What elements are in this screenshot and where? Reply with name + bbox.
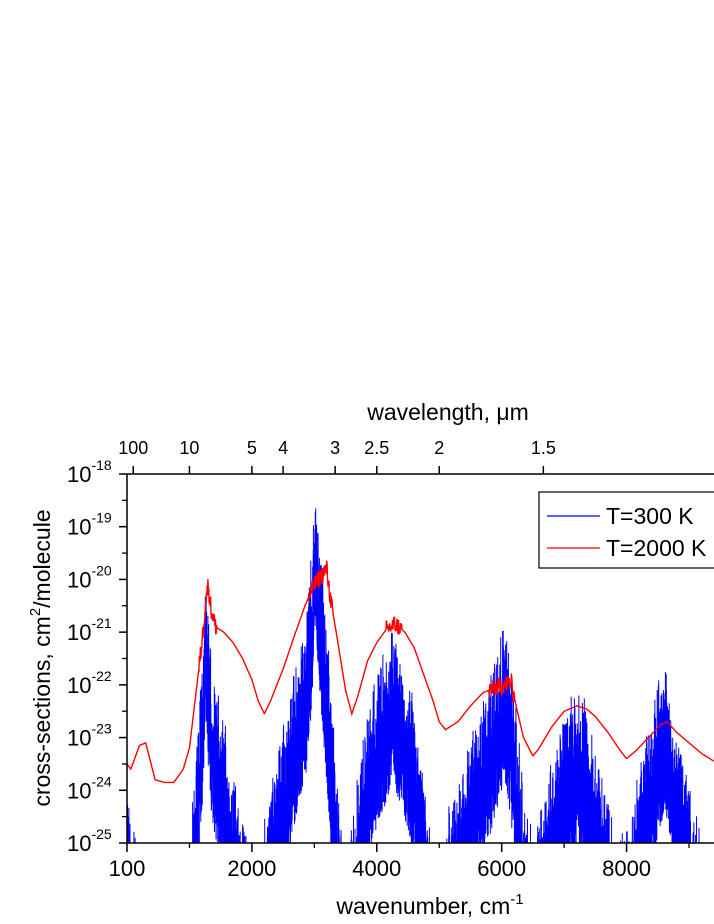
top-axis-title: wavelength, μm bbox=[366, 399, 529, 425]
y-tick-label: 10-24 bbox=[67, 773, 112, 803]
legend-box bbox=[538, 491, 714, 569]
top-tick-label: 2.5 bbox=[364, 438, 389, 458]
top-tick-label: 10 bbox=[179, 438, 199, 458]
x-axis: 100 2000 4000 6000 8000 bbox=[109, 843, 690, 881]
series-line-2000k bbox=[127, 560, 714, 784]
y-tick-label: 10-19 bbox=[67, 510, 112, 540]
x-tick-label: 2000 bbox=[227, 856, 276, 881]
x-tick-label: 100 bbox=[109, 856, 146, 881]
y-axis: 10-25 10-24 10-23 10-22 10-21 10-20 10-19 10-18 bbox=[67, 457, 127, 856]
top-tick-label: 4 bbox=[278, 438, 288, 458]
x-axis-title: wavenumber, cm-1 bbox=[335, 891, 523, 919]
y-tick-label: 10-22 bbox=[67, 668, 112, 698]
x-tick-label: 8000 bbox=[602, 856, 651, 881]
y-tick-label: 10-18 bbox=[67, 457, 112, 487]
top-tick-label: 100 bbox=[118, 438, 148, 458]
y-axis-title: cross-sections, cm2/molecule bbox=[27, 509, 55, 806]
top-axis: 100 10 5 4 3 2.5 2 1.5 bbox=[118, 438, 556, 474]
top-tick-label: 2 bbox=[434, 438, 444, 458]
top-tick-label: 5 bbox=[247, 438, 257, 458]
x-tick-label: 4000 bbox=[352, 856, 401, 881]
top-tick-label: 1.5 bbox=[531, 438, 556, 458]
top-tick-label: 3 bbox=[330, 438, 340, 458]
y-tick-label: 10-23 bbox=[67, 721, 112, 751]
y-tick-label: 10-25 bbox=[67, 826, 112, 856]
series-line-300k bbox=[127, 508, 700, 843]
x-tick-label: 6000 bbox=[477, 856, 526, 881]
plot-area bbox=[127, 508, 714, 843]
legend: T=300 K T=2000 K bbox=[538, 491, 714, 569]
y-tick-label: 10-21 bbox=[67, 615, 112, 645]
legend-label-300k: T=300 K bbox=[606, 503, 694, 529]
y-tick-label: 10-20 bbox=[67, 562, 112, 592]
legend-label-2000k: T=2000 K bbox=[606, 535, 707, 561]
